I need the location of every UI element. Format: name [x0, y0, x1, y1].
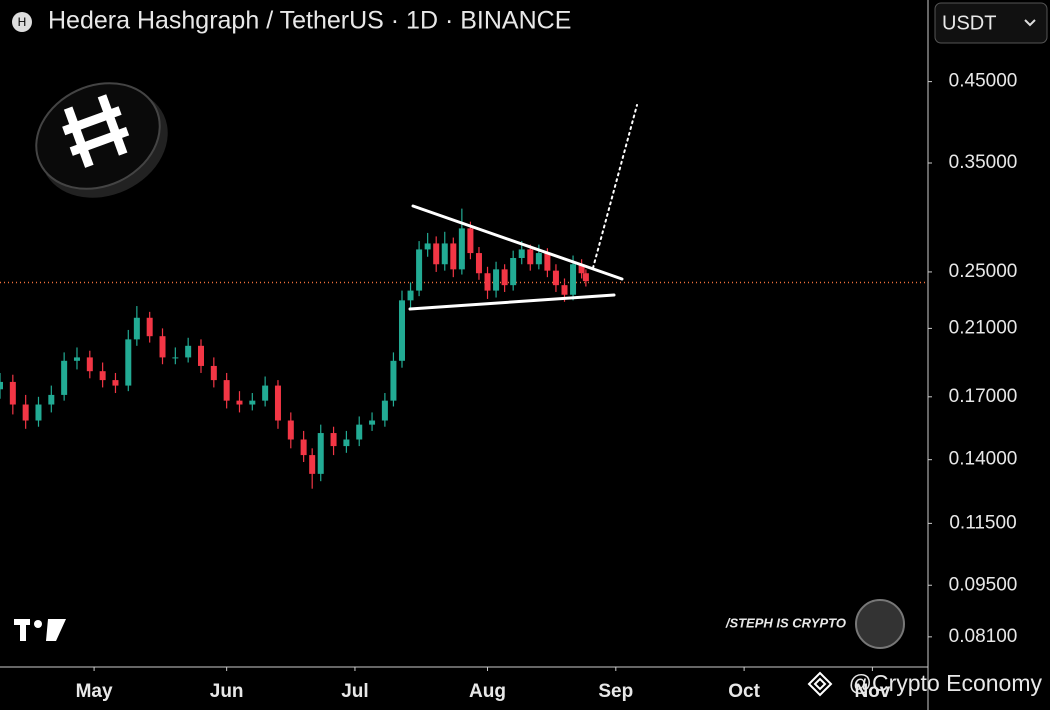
watermark: /STEPH IS CRYPTO [725, 615, 846, 630]
x-tick-label: Jul [341, 681, 368, 702]
symbol-icon [12, 12, 32, 32]
candle-body [197, 345, 204, 366]
candle-body [300, 439, 307, 456]
candle-body [582, 273, 589, 282]
chart-title: Hedera Hashgraph / TetherUS · 1D · BINAN… [48, 7, 571, 35]
candle-body [475, 253, 482, 274]
candle-body [159, 336, 166, 358]
candle-body [433, 243, 440, 265]
x-tick-label: Jun [210, 681, 244, 702]
candle-body [501, 269, 508, 286]
credit-text: @Crypto Economy [849, 670, 1043, 696]
y-tick-label: 0.25000 [949, 261, 1018, 282]
candle-body [146, 317, 153, 337]
candle-body [35, 404, 42, 421]
candle-body [441, 243, 448, 265]
candle-body [390, 360, 397, 401]
y-tick-label: 0.35000 [949, 152, 1018, 173]
upper-trendline [411, 204, 624, 281]
dropdown-arrow [1024, 19, 1036, 27]
candle-body [48, 394, 55, 405]
x-tick-label: May [76, 681, 113, 702]
y-tick-label: 0.14000 [949, 449, 1018, 470]
candle-body [416, 249, 423, 291]
candle-body [343, 439, 350, 447]
candle-body [527, 249, 534, 265]
candle-body [458, 228, 465, 270]
candle-body [467, 228, 474, 254]
candle-body [484, 273, 491, 291]
y-tick-label: 0.21000 [949, 317, 1018, 338]
candle-body [424, 243, 431, 250]
candle-body [552, 270, 559, 286]
x-tick-label: Sep [598, 681, 633, 702]
candle-body [369, 420, 376, 425]
candle-body [493, 269, 500, 291]
candle-body [185, 345, 192, 358]
candle-body [570, 264, 577, 295]
candle-body [9, 381, 16, 405]
candle-body [125, 339, 132, 386]
triangle-pattern [408, 104, 638, 311]
candle-body [535, 253, 542, 265]
x-tick-label: Aug [469, 681, 506, 702]
candle-body [73, 357, 80, 361]
candle-body [381, 400, 388, 421]
candle-body [99, 371, 106, 381]
candle-body [262, 385, 269, 401]
candle-body [172, 357, 179, 359]
candle-body [86, 357, 93, 372]
y-tick-label: 0.08100 [949, 626, 1018, 647]
currency-label: USDT [942, 12, 996, 34]
symbol-icon-letter: H [18, 15, 27, 29]
y-tick-label: 0.11500 [949, 512, 1016, 533]
candle-body [112, 380, 119, 386]
candle-body [407, 290, 414, 301]
y-tick-label: 0.17000 [949, 386, 1018, 407]
candle-body [133, 317, 140, 340]
candle-body [518, 249, 525, 258]
candle-body [317, 433, 324, 474]
candle-body [309, 455, 316, 474]
candle-body [330, 433, 337, 447]
candle-body [450, 243, 457, 270]
candle-body [249, 400, 256, 405]
candle-body [398, 300, 405, 361]
candle-body [223, 380, 230, 401]
x-tick-label: Nov [854, 681, 890, 702]
candle-body [578, 264, 585, 274]
currency-dropdown[interactable] [934, 2, 1048, 44]
candle-body [0, 381, 3, 390]
candle-body [544, 253, 551, 271]
hedera-coin [35, 82, 168, 198]
candle-body [236, 400, 243, 405]
projection-line [592, 104, 638, 269]
candle-body [510, 257, 517, 286]
credit-icon [807, 671, 833, 697]
candle-body [61, 360, 68, 395]
y-tick-label: 0.09500 [949, 574, 1018, 595]
candle-body [210, 365, 217, 381]
candle-body [287, 420, 294, 440]
y-tick-label: 0.45000 [949, 71, 1018, 92]
author-avatar [855, 599, 905, 649]
candle-body [274, 385, 281, 421]
candle-body [22, 404, 29, 421]
candle-body [561, 285, 568, 295]
lower-trendline [408, 293, 616, 311]
candle-body [356, 424, 363, 440]
tv-logo [14, 619, 66, 641]
x-tick-label: Oct [728, 681, 760, 702]
plot: 0.45000 0.35000 0.25000 0.21000 0.17000 0.140… [0, 71, 1017, 702]
